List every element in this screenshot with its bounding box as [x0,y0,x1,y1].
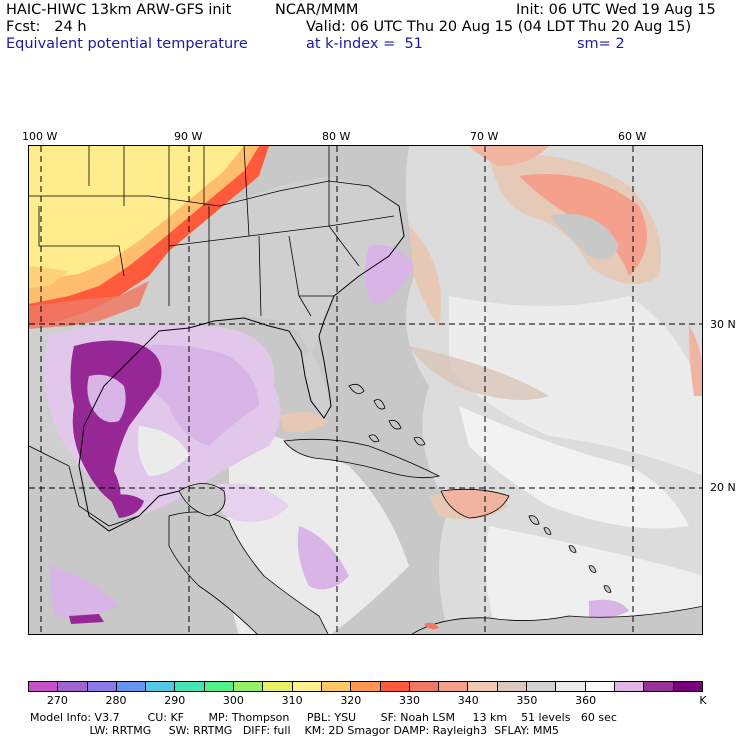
level-label: at k-index = 51 [306,36,423,52]
colorbar-swatch [116,682,147,691]
init-time: Init: 06 UTC Wed 19 Aug 15 [516,2,716,18]
model-info-line1: Model Info: V3.7 CU: KF MP: Thompson PBL… [30,711,617,724]
colorbar-tick-label: 280 [105,694,127,707]
colorbar-swatch [673,682,702,691]
colorbar-swatch [497,682,528,691]
gulf-moist-region [44,324,289,522]
forecast-hour: Fcst: 24 h [6,19,87,35]
colorbar-tick-label: 310 [281,694,303,707]
bahamas-islands [348,383,612,593]
colorbar-swatch [29,682,59,691]
us-coastline [78,205,405,532]
field-name: Equivalent potential temperature [6,36,248,52]
colorbar-swatch [527,682,557,691]
agency-label: NCAR/MMM [275,2,359,18]
state-borders [29,146,400,527]
lat-label-20n: 20 N [710,481,736,494]
lon-label-80w: 80 W [322,130,351,143]
colorbar-swatch [292,682,322,691]
lon-label-70w: 70 W [470,130,499,143]
colorbar-swatch [644,682,674,691]
yucatan [178,483,226,517]
smoothing-label: sm= 2 [577,36,625,52]
lat-label-30n: 30 N [710,318,736,331]
hispaniola [440,488,510,519]
central-america [168,511,329,634]
model-title: HAIC-HIWC 13km ARW-GFS init [6,2,232,18]
lon-label-90w: 90 W [174,130,203,143]
venezuela-warm-spot [424,622,439,630]
colorbar-tick-label: 290 [164,694,186,707]
colorbar-swatch [351,682,381,691]
colorbar-swatch [263,682,293,691]
lon-label-60w: 60 W [618,130,647,143]
colorbar-swatch [204,682,235,691]
colorbar-tick-label: 340 [457,694,479,707]
colorbar-swatch [614,682,645,691]
colorbar-tick-label: 360 [575,694,597,707]
colorbar-swatch [234,682,264,691]
scattered-purple-patches [49,245,629,624]
map-canvas [29,146,702,634]
theta-e-map [28,145,703,635]
florida [299,351,331,418]
colorbar [28,681,703,692]
colorbar-swatch [175,682,205,691]
colorbar-tick-label: 300 [222,694,244,707]
continental-warm-air [29,146,269,329]
colorbar-swatch [409,682,440,691]
model-info-line2: LW: RRTMG SW: RRTMG DIFF: full KM: 2D Sm… [30,724,559,737]
colorbar-swatch [146,682,176,691]
graticule [29,146,702,634]
colorbar-swatch [468,682,498,691]
colorbar-swatch [439,682,469,691]
colorbar-swatch [87,682,117,691]
colorbar-swatch [321,682,352,691]
cuba [283,438,441,479]
colorbar-swatch [585,682,615,691]
colorbar-tick-label: 320 [340,694,362,707]
colorbar-unit-label: K [699,694,707,707]
lon-label-100w: 100 W [22,130,58,143]
valid-time: Valid: 06 UTC Thu 20 Aug 15 (04 LDT Thu … [306,19,692,35]
colorbar-swatch [58,682,88,691]
colorbar-swatch [556,682,586,691]
colorbar-tick-label: 330 [399,694,421,707]
colorbar-swatch [380,682,410,691]
colorbar-tick-label: 270 [46,694,68,707]
colorbar-tick-label: 350 [516,694,538,707]
